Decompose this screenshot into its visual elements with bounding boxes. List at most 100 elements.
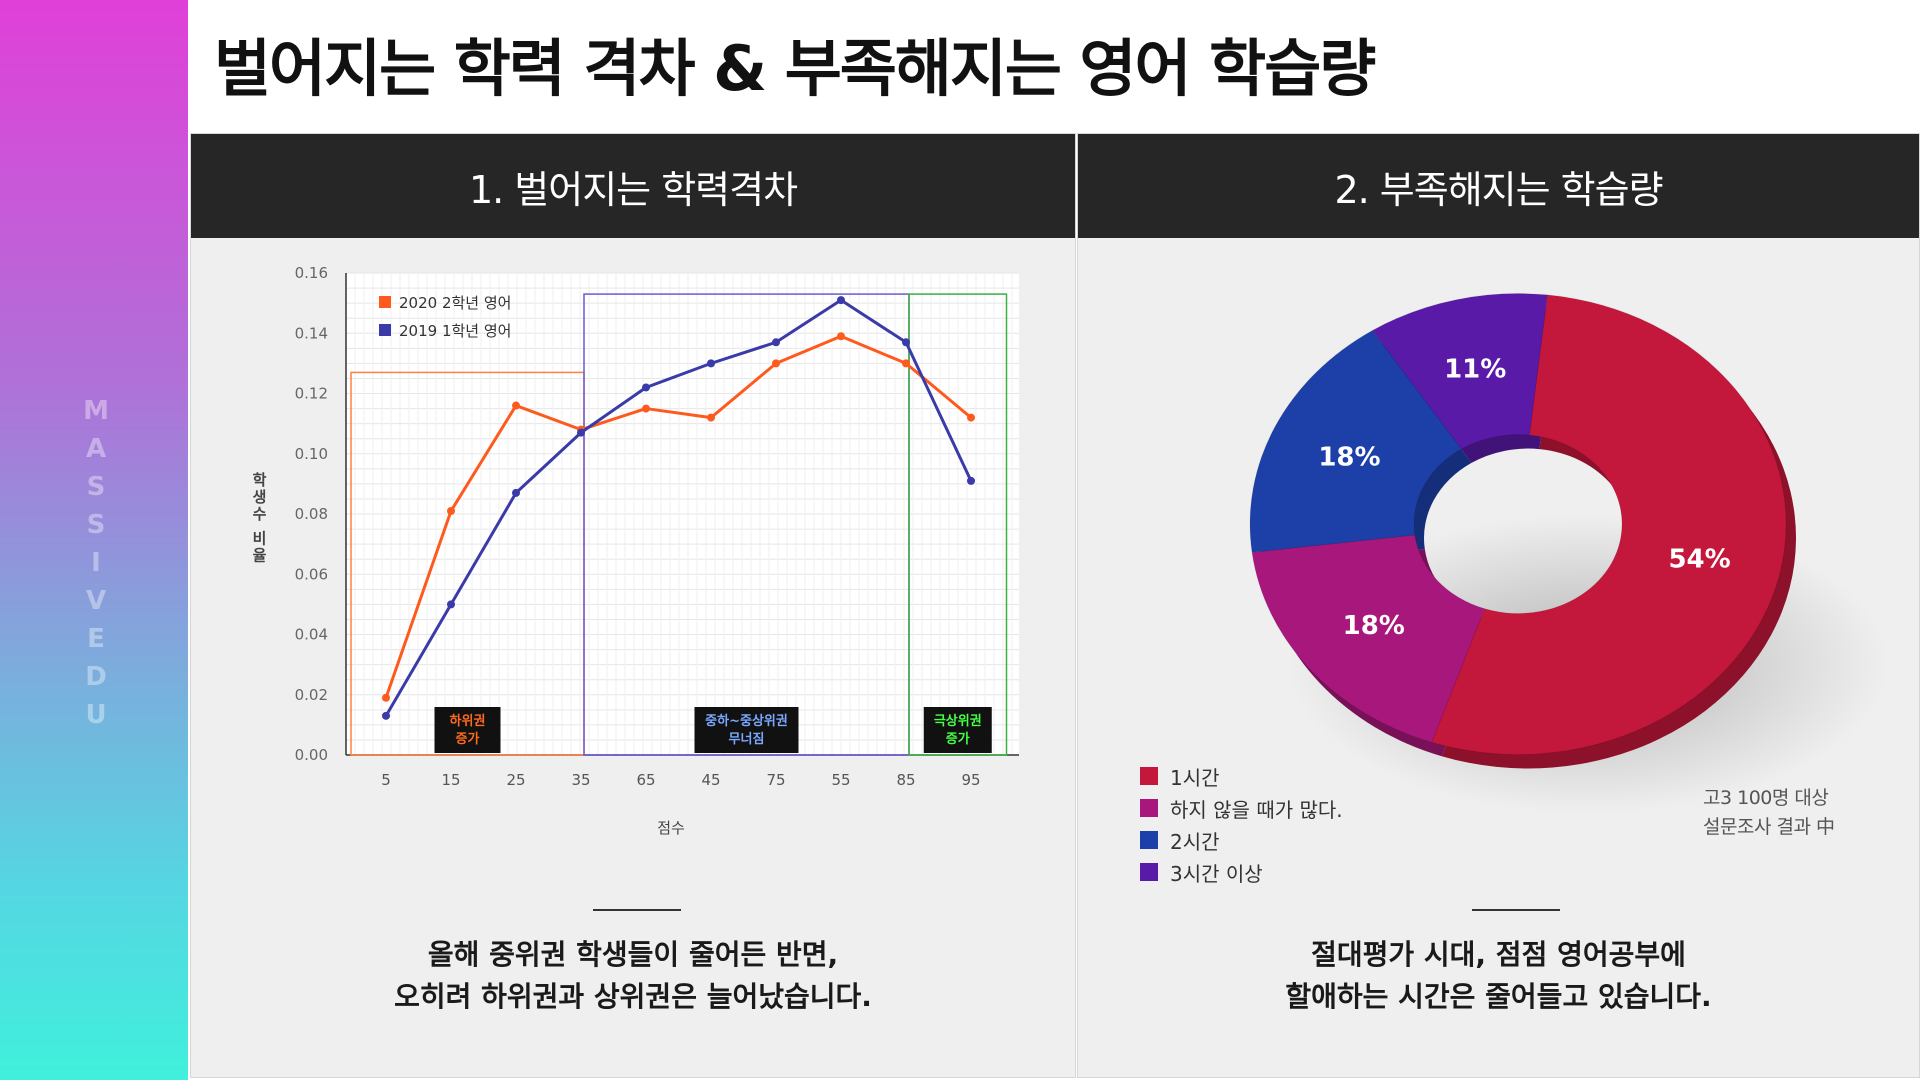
data-point — [447, 506, 455, 515]
brand-letter: U — [85, 700, 107, 730]
x-tick-label: 45 — [701, 771, 720, 789]
region-label: 중하~중상위권 — [705, 713, 788, 729]
brand-letter: M — [83, 396, 109, 426]
donut-chart: 54% 18% 18% 11% — [1249, 293, 1888, 814]
region-label: 하위권 — [450, 713, 486, 729]
caption-line-1: 올해 중위권 학생들이 줄어든 반면, — [427, 938, 839, 971]
data-point — [772, 359, 780, 368]
donut-slice-label: 11% — [1444, 354, 1506, 384]
data-point — [642, 383, 650, 392]
data-point — [642, 404, 650, 413]
region-label: 극상위권 — [934, 714, 982, 729]
legend-label: 1시간 — [1170, 765, 1220, 790]
survey-note: 고3 100명 대상 설문조사 결과 中 — [1703, 784, 1835, 842]
legend-label: 2019 1학년 영어 — [399, 322, 511, 340]
legend-item: 하지 않을 때가 많다. — [1140, 792, 1343, 824]
panel-score-gap: 1. 벌어지는 학력격차 0.00 0.02 0.04 0.06 0.08 0.10 0.1… — [190, 133, 1076, 1078]
data-point — [512, 401, 520, 410]
region-box — [908, 293, 1008, 756]
x-tick-label: 65 — [636, 771, 655, 789]
region-label: 증가 — [946, 732, 970, 747]
x-tick-label: 85 — [896, 771, 915, 789]
caption-study-time: 절대평가 시대, 점점 영어공부에 할애하는 시간은 줄어들고 있습니다. — [1078, 934, 1919, 1018]
y-tick-label: 0.06 — [295, 565, 328, 583]
data-point — [967, 476, 975, 485]
x-tick-label: 25 — [506, 771, 525, 789]
caption-line-2: 할애하는 시간은 줄어들고 있습니다. — [1285, 980, 1712, 1013]
y-tick-label: 0.08 — [295, 505, 328, 523]
y-tick-label: 0.02 — [295, 686, 328, 704]
data-point — [512, 488, 520, 497]
region-label: 증가 — [456, 732, 480, 747]
legend-label: 2시간 — [1170, 829, 1220, 854]
data-point — [577, 428, 585, 437]
donut-slice — [1431, 294, 1787, 755]
donut-slice-label: 18% — [1343, 611, 1405, 641]
legend-item: 1시간 — [1140, 760, 1343, 792]
x-tick-label: 95 — [961, 771, 980, 789]
divider — [593, 909, 681, 911]
page-title: 벌어지는 학력 격차 & 부족해지는 영어 학습량 — [214, 32, 1376, 105]
donut-slice-label: 18% — [1318, 442, 1380, 472]
legend-swatch — [379, 296, 391, 308]
brand-letter: E — [87, 624, 105, 654]
y-tick-label: 0.00 — [295, 746, 328, 764]
x-tick-label: 15 — [441, 771, 460, 789]
y-tick-label: 0.14 — [295, 324, 328, 342]
panel-header-score-gap: 1. 벌어지는 학력격차 — [191, 134, 1075, 238]
donut-slice — [1251, 534, 1486, 743]
data-point — [382, 693, 390, 702]
y-tick-label: 0.04 — [295, 626, 328, 644]
y-tick-label: 0.10 — [295, 445, 328, 463]
data-point — [772, 338, 780, 347]
region-label-box — [434, 707, 501, 753]
legend-label: 2020 2학년 영어 — [399, 294, 511, 312]
region-label: 무너짐 — [729, 731, 765, 747]
data-point — [902, 338, 910, 347]
data-point — [967, 413, 975, 422]
donut-slice-label: 54% — [1668, 545, 1730, 575]
caption-line-2: 오히려 하위권과 상위권은 늘어났습니다. — [394, 980, 872, 1013]
brand-letter: I — [91, 548, 101, 578]
series-line — [384, 298, 973, 717]
legend-swatch — [379, 324, 391, 336]
legend-swatch — [1140, 767, 1158, 785]
data-point — [382, 711, 390, 720]
x-tick-label: 55 — [831, 771, 850, 789]
legend-swatch — [1140, 863, 1158, 881]
data-point — [837, 296, 845, 305]
x-axis-label: 점수 — [657, 819, 685, 837]
donut-slice — [1371, 293, 1548, 450]
x-tick-label: 35 — [571, 771, 590, 789]
data-point — [707, 413, 715, 422]
y-axis-label: 학생수 비율 — [250, 472, 268, 564]
data-point — [707, 359, 715, 368]
legend-swatch — [1140, 799, 1158, 817]
panel-header-study-time: 2. 부족해지는 학습량 — [1078, 134, 1919, 238]
region-label-box — [923, 707, 992, 753]
brand-letter: D — [85, 662, 107, 692]
caption-line-1: 절대평가 시대, 점점 영어공부에 — [1311, 938, 1686, 971]
legend-label: 하지 않을 때가 많다. — [1170, 797, 1343, 822]
y-tick-label: 0.16 — [295, 264, 328, 282]
donut-slice — [1249, 329, 1463, 553]
x-tick-label: 5 — [381, 771, 391, 789]
data-point — [902, 359, 910, 368]
brand-letter: S — [86, 472, 106, 502]
survey-note-line-1: 고3 100명 대상 — [1703, 787, 1829, 809]
divider — [1472, 909, 1560, 911]
caption-score-gap: 올해 중위권 학생들이 줄어든 반면, 오히려 하위권과 상위권은 늘어났습니다… — [191, 934, 1075, 1018]
legend-swatch — [1140, 831, 1158, 849]
data-point — [837, 332, 845, 341]
legend-label: 3시간 이상 — [1170, 861, 1263, 886]
survey-note-line-2: 설문조사 결과 中 — [1703, 816, 1835, 838]
x-tick-label: 75 — [766, 771, 785, 789]
y-tick-label: 0.12 — [295, 385, 328, 403]
legend-item: 2시간 — [1140, 824, 1343, 856]
legend-item: 3시간 이상 — [1140, 856, 1343, 888]
region-label-box — [694, 707, 799, 753]
